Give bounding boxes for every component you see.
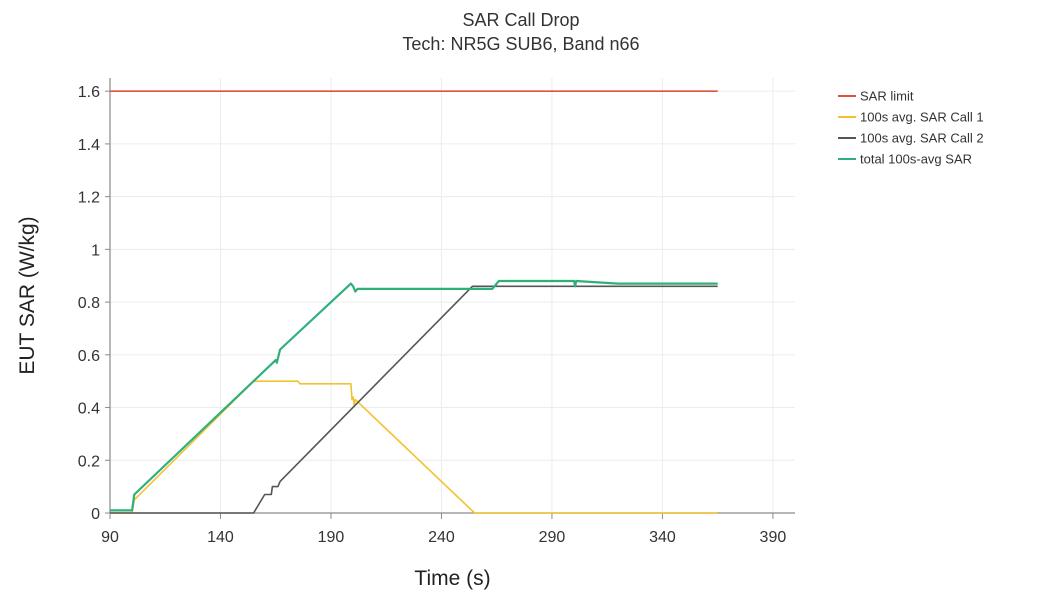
- x-tick-label: 390: [760, 529, 787, 546]
- x-axis-title: Time (s): [414, 567, 490, 590]
- series-line-2: [110, 380, 718, 514]
- chart-subtitle: Tech: NR5G SUB6, Band n66: [402, 34, 640, 54]
- x-tick-label: 190: [318, 529, 345, 546]
- x-tick-label: 140: [207, 529, 234, 546]
- legend-layer: SAR limit 100s avg. SAR Call 1 100s avg. S…: [838, 89, 984, 167]
- y-tick-label: 0.6: [78, 348, 100, 365]
- y-tick-label: 1.6: [78, 84, 100, 101]
- y-tick-label: 1.4: [78, 137, 100, 154]
- series-line-3: [110, 285, 718, 514]
- x-tick-label: 340: [649, 529, 676, 546]
- y-tick-label: 0: [91, 506, 100, 523]
- grid-layer: [110, 78, 795, 513]
- x-tick-label: 290: [539, 529, 566, 546]
- x-tick-label: 90: [101, 529, 119, 546]
- y-tick-label: 1: [91, 242, 100, 259]
- series-layer: [110, 90, 718, 514]
- series-line-4: [110, 279, 718, 512]
- legend-label: 100s avg. SAR Call 2: [860, 131, 984, 146]
- legend-label: total 100s-avg SAR: [860, 152, 972, 167]
- legend-label: 100s avg. SAR Call 1: [860, 110, 984, 125]
- y-axis-title: EUT SAR (W/kg): [16, 216, 39, 374]
- y-tick-label: 1.2: [78, 190, 100, 207]
- chart-title: SAR Call Drop: [462, 10, 580, 30]
- x-tick-label: 240: [428, 529, 455, 546]
- legend-label: SAR limit: [860, 89, 914, 104]
- y-tick-label: 0.2: [78, 453, 100, 470]
- y-tick-label: 0.8: [78, 295, 100, 312]
- y-tick-label: 0.4: [78, 401, 100, 418]
